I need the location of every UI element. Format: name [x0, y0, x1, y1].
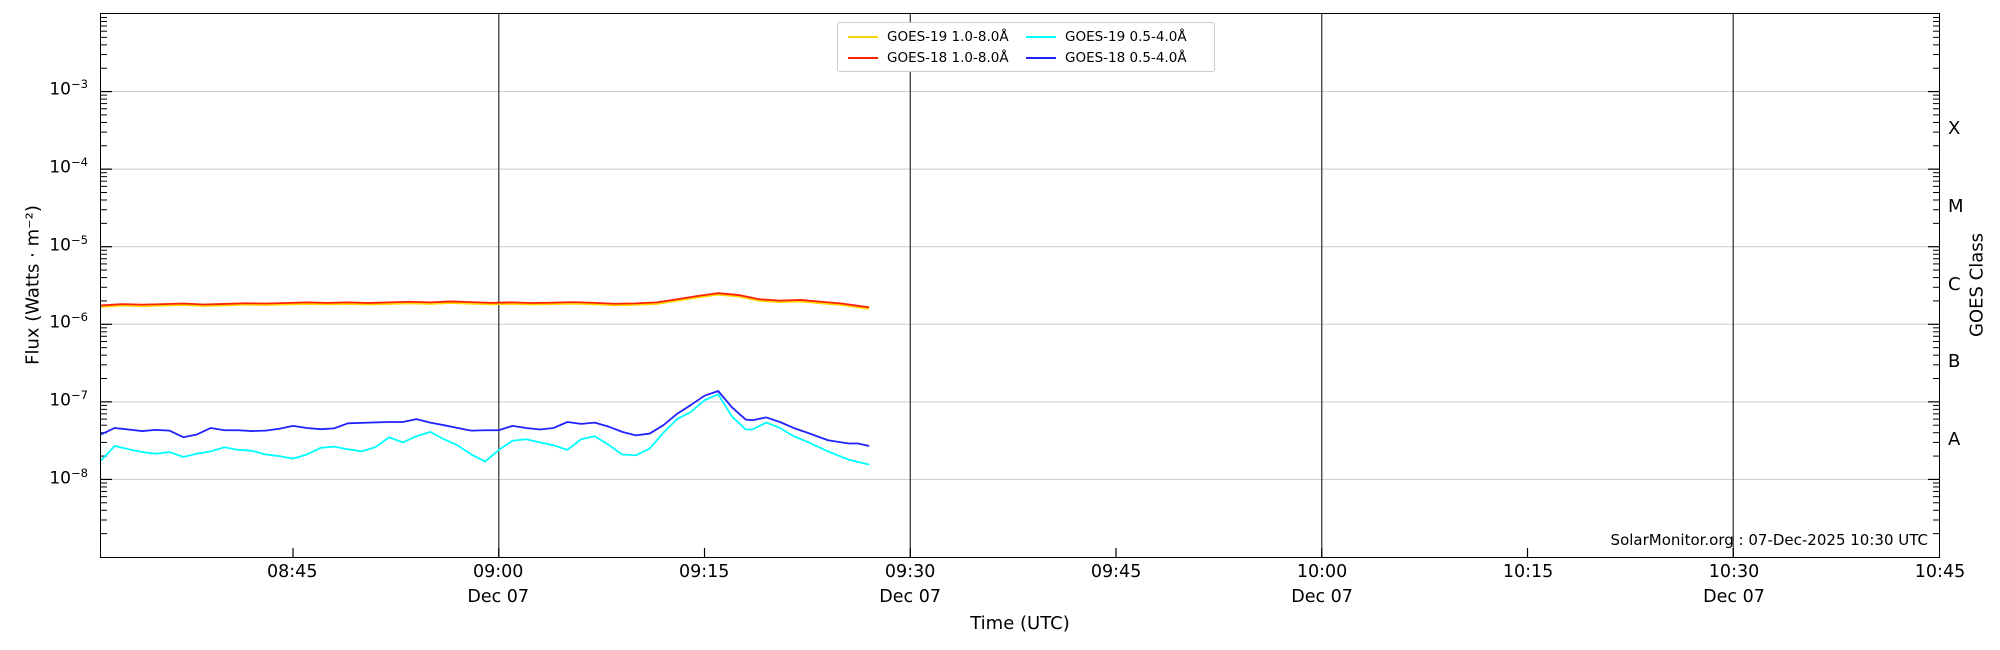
legend-label-goes18-long: GOES-18 1.0-8.0Å [887, 49, 1009, 66]
x-tick-label-0900: 09:00 [472, 562, 524, 582]
y-tick-label-1e-5: 10−5 [49, 232, 88, 256]
y-tick-label-1e-7: 10−7 [49, 388, 88, 411]
x-tick-label-0845: 08:45 [267, 562, 318, 582]
x-tick-label-0930: 09:30 [884, 562, 936, 582]
x-tick-label-0945: 09:45 [1090, 562, 1142, 582]
plot-area [100, 13, 1940, 558]
x-date-label-1030: Dec 07 [1703, 587, 1765, 607]
plot-svg [101, 14, 1939, 557]
goes-class-label-C: C [1948, 273, 1961, 295]
x-tick-label-1000: 10:00 [1296, 562, 1348, 582]
y-tick-label-1e-8: 10−8 [49, 466, 88, 489]
legend-item-goes19-long: GOES-19 1.0-8.0Å [848, 29, 1026, 45]
legend-label-goes18-short: GOES-18 0.5-4.0Å [1065, 49, 1187, 66]
legend-item-goes18-long: GOES-18 1.0-8.0Å [848, 50, 1026, 66]
goes-class-label-M: M [1948, 195, 1964, 217]
legend-swatch-goes19-short [1026, 35, 1056, 38]
series-line-3-goes-18-0.5-4.0å [101, 390, 870, 447]
credit-text: SolarMonitor.org : 07-Dec-2025 10:30 UTC [1610, 531, 1928, 549]
goes-class-label-A: A [1948, 429, 1961, 451]
y2-axis-label: GOES Class [1966, 233, 1988, 337]
x-tick-label-0915: 09:15 [678, 562, 730, 582]
legend-item-goes19-short: GOES-19 0.5-4.0Å [1026, 29, 1204, 45]
x-tick-label-1045: 10:45 [1914, 562, 1966, 582]
y-tick-label-1e-4: 10−4 [49, 154, 88, 178]
series-line-2-goes-19-0.5-4.0å [101, 393, 870, 466]
legend-item-goes18-short: GOES-18 0.5-4.0Å [1026, 50, 1204, 66]
x-date-label-0900: Dec 07 [467, 587, 530, 607]
x-tick-label-1015: 10:15 [1502, 562, 1554, 582]
y-axis-label: Flux (Watts · m⁻²) [22, 205, 44, 365]
x-tick-label-1030: 10:30 [1708, 562, 1760, 582]
y-tick-label-1e-6: 10−6 [49, 310, 88, 334]
legend: GOES-19 1.0-8.0Å GOES-18 1.0-8.0Å GOES-1… [837, 22, 1215, 72]
legend-label-goes19-short: GOES-19 0.5-4.0Å [1065, 28, 1187, 45]
goes-class-label-X: X [1948, 117, 1961, 139]
series-line-0-goes-19-1.0-8.0å [101, 293, 870, 310]
goes-class-label-B: B [1948, 351, 1961, 373]
y-tick-label-1e-3: 10−3 [49, 76, 88, 100]
series-line-1-goes-18-1.0-8.0å [101, 292, 870, 309]
x-date-label-0930: Dec 07 [879, 587, 941, 607]
x-axis-label: Time (UTC) [970, 613, 1070, 634]
legend-swatch-goes19-long [848, 35, 878, 38]
x-date-label-1000: Dec 07 [1291, 587, 1353, 607]
legend-label-goes19-long: GOES-19 1.0-8.0Å [887, 28, 1009, 45]
legend-swatch-goes18-short [1026, 56, 1056, 59]
legend-swatch-goes18-long [848, 56, 878, 59]
